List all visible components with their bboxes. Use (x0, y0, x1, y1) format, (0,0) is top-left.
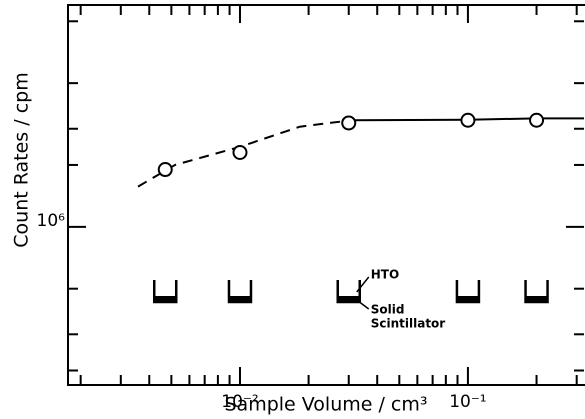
x-tick-label: 10⁻¹ (449, 392, 486, 412)
plot-frame (67, 4, 585, 386)
vial-icon (524, 280, 549, 304)
y-axis-title: Count Rates / cpm (11, 72, 33, 247)
vial-icon (152, 280, 178, 304)
annotation: Solid (371, 303, 405, 317)
vial-liquid (228, 296, 251, 302)
vial-icon (336, 280, 361, 304)
vial-icon (227, 280, 253, 304)
y-tick-label: 10⁶ (37, 211, 66, 231)
annotation: Scintillator (371, 317, 446, 331)
data-point (232, 144, 248, 160)
leader (356, 276, 370, 293)
data-point (460, 112, 476, 128)
x-tick-label: 10⁻² (221, 392, 258, 412)
vial-liquid (154, 296, 177, 302)
vial-liquid (456, 296, 479, 302)
vial-icon (455, 280, 481, 304)
data-point (341, 115, 357, 131)
solid-line (351, 117, 584, 122)
vial-liquid (337, 296, 360, 302)
vial-liquid (525, 296, 548, 302)
x-axis-title: Sample Volume / cm³ (225, 394, 428, 416)
annotation: HTO (371, 268, 399, 282)
data-point (157, 162, 173, 178)
leader (356, 299, 370, 310)
data-point (529, 112, 545, 128)
